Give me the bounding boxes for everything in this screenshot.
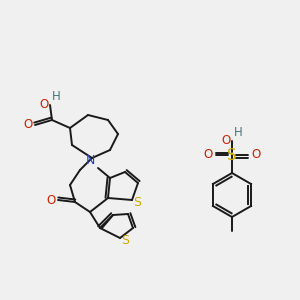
Text: O: O [23,118,33,131]
Text: O: O [39,98,49,110]
Text: O: O [251,148,261,161]
Text: S: S [133,196,141,208]
Text: S: S [227,148,237,163]
Text: N: N [85,154,95,166]
Text: H: H [234,125,242,139]
Text: O: O [221,134,231,146]
Text: H: H [52,91,60,103]
Text: O: O [46,194,56,208]
Text: O: O [203,148,213,161]
Text: S: S [121,233,129,247]
